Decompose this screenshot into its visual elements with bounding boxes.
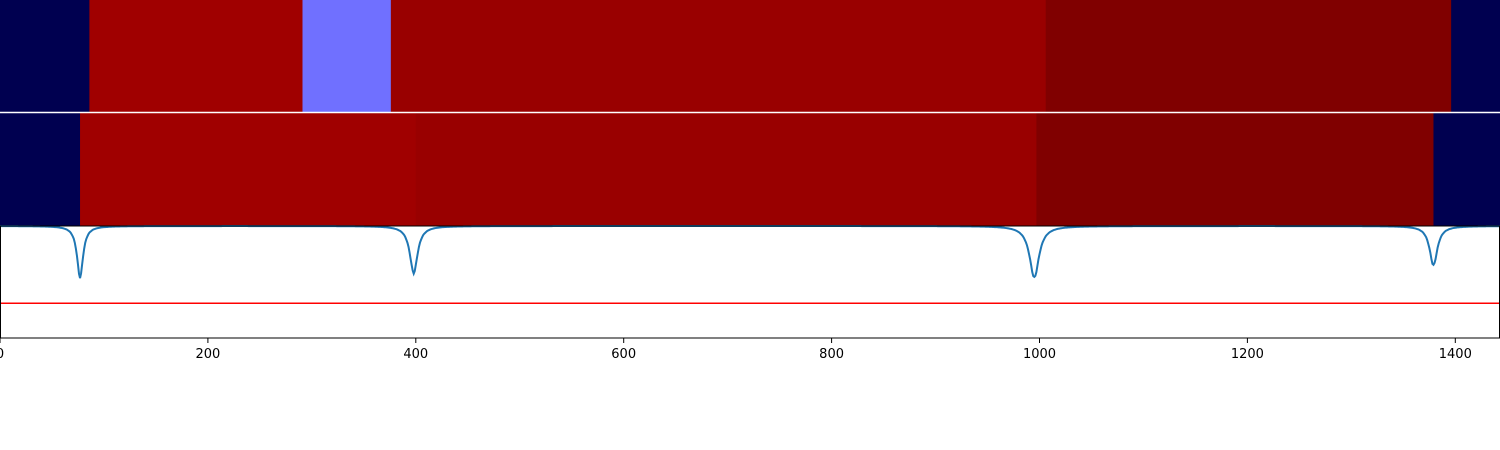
segment-1-1 <box>0 0 90 113</box>
x-tick-label-800: 800 <box>819 347 844 362</box>
x-tick-label-400: 400 <box>403 347 428 362</box>
x-tick-label-1000: 1000 <box>1023 347 1056 362</box>
signal-panel-background <box>0 226 1500 338</box>
segment-1-3 <box>302 0 392 113</box>
x-axis: 0 200 400 600 800 1000 1200 1400 <box>0 338 1472 362</box>
segment-2-5 <box>1433 113 1500 226</box>
x-tick-label-200: 200 <box>195 347 220 362</box>
segment-1-2 <box>89 0 304 113</box>
x-tick-label-0: 0 <box>0 347 4 362</box>
x-tick-label-600: 600 <box>611 347 636 362</box>
segment-row-2 <box>0 113 1500 226</box>
segment-2-4 <box>1036 113 1435 226</box>
signal-panel <box>0 225 1500 338</box>
segment-2-3 <box>415 113 1037 226</box>
x-tick-label-1400: 1400 <box>1439 347 1472 362</box>
segment-2-2 <box>80 113 417 226</box>
segment-row-1 <box>0 0 1500 113</box>
x-tick-label-1200: 1200 <box>1231 347 1264 362</box>
segment-1-5 <box>1045 0 1452 113</box>
segment-1-6 <box>1451 0 1500 113</box>
segment-1-4 <box>390 0 1047 113</box>
segment-2-1 <box>0 113 81 226</box>
